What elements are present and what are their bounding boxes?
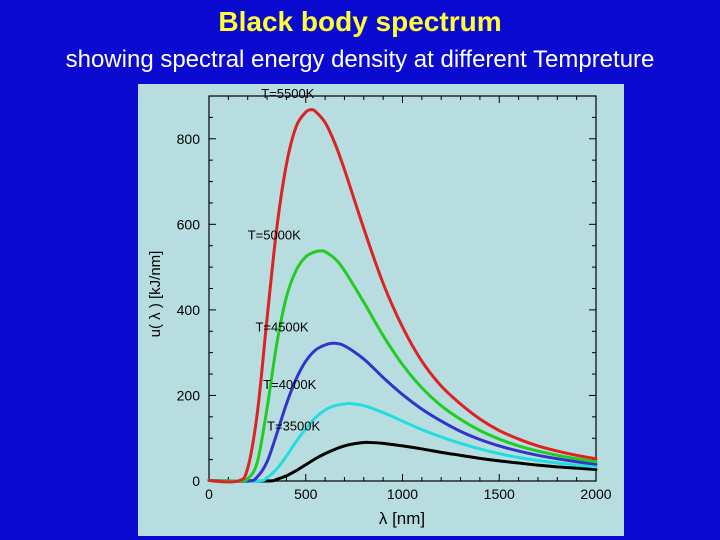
- curve-label: T=5500K: [261, 86, 314, 101]
- curve-label: T=3500K: [267, 419, 320, 434]
- curve-label: T=4500K: [255, 319, 308, 334]
- y-tick-label: 600: [177, 216, 201, 232]
- x-tick-label: 0: [205, 486, 213, 502]
- x-tick-label: 500: [294, 486, 318, 502]
- y-tick-label: 0: [192, 473, 200, 489]
- x-axis-label: λ [nm]: [379, 509, 425, 528]
- slide-subtitle: showing spectral energy density at diffe…: [65, 46, 655, 73]
- x-tick-label: 1000: [387, 486, 418, 502]
- y-tick-label: 800: [177, 131, 201, 147]
- y-tick-label: 400: [177, 302, 201, 318]
- series-line-t-5500k: [207, 108, 598, 484]
- series-line-t-4500k: [207, 341, 598, 483]
- x-tick-label: 1500: [484, 486, 515, 502]
- blackbody-chart: 0 500 1000 1500 2000 0 200 400 600 800 T=5500K T=5…: [138, 84, 624, 536]
- series-line-t-4000k: [207, 401, 598, 483]
- slide-title: Black body spectrum: [218, 6, 502, 37]
- x-tick-label: 2000: [580, 486, 611, 502]
- curve-label: T=5000K: [248, 227, 301, 242]
- series-line-t-5000k: [207, 249, 598, 483]
- y-axis-label: u( λ ) [kJ/nm]: [147, 251, 164, 338]
- chart-panel: 0 500 1000 1500 2000 0 200 400 600 800 T=5500K T=5…: [138, 84, 624, 536]
- series-line-t-3500k: [207, 440, 598, 483]
- curve-label: T=4000K: [263, 377, 316, 392]
- y-tick-label: 200: [177, 387, 201, 403]
